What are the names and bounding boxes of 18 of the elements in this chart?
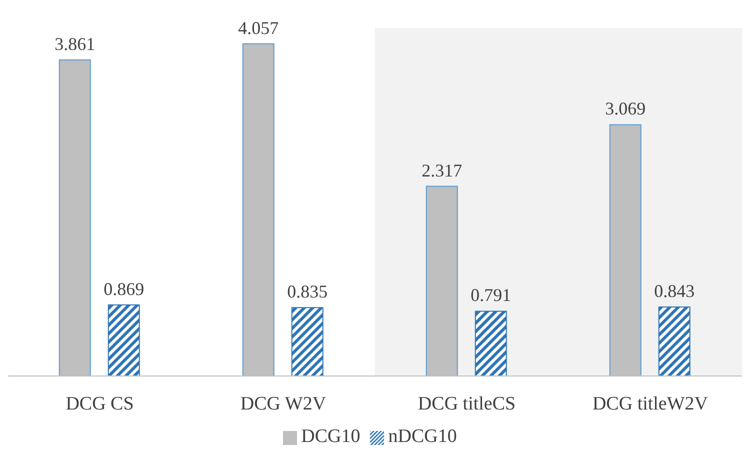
x-tick-label: DCG CS [66,393,134,414]
legend-label: nDCG10 [388,426,457,447]
x-tick-label: DCG W2V [240,393,326,414]
x-tick-label: DCG titleW2V [592,393,708,414]
data-label: 4.057 [238,18,279,38]
data-label: 3.861 [54,34,96,54]
bar [291,307,324,376]
data-label: 3.069 [605,98,646,119]
bar [474,310,507,376]
bar [108,304,140,376]
bar [658,306,690,376]
data-label: 0.835 [287,282,328,302]
data-label: 0.843 [654,280,695,301]
x-tick-label: DCG titleCS [418,393,516,414]
data-label: 2.317 [422,160,462,180]
data-label: 0.791 [470,285,512,306]
data-label: 0.869 [104,278,144,299]
legend-label: DCG10 [301,426,360,447]
